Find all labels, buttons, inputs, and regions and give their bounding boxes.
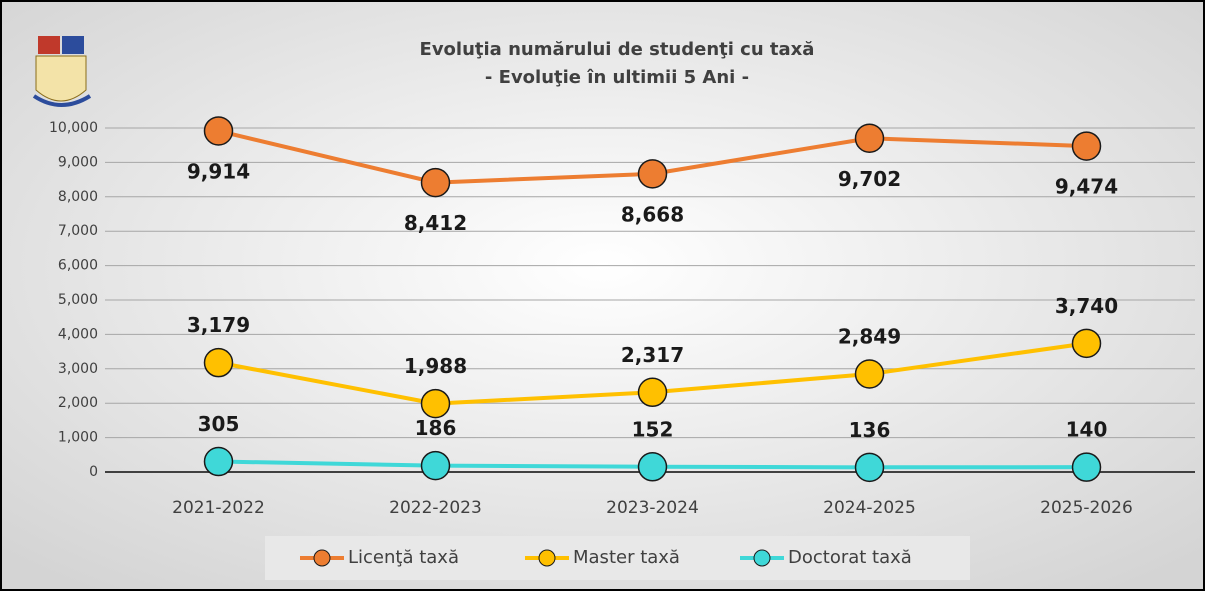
y-tick-label: 3,000 (58, 361, 98, 377)
data-label: 1,988 (404, 354, 467, 378)
x-tick-label: 2021-2022 (172, 498, 265, 518)
data-point (203, 347, 234, 378)
data-label: 305 (198, 412, 240, 436)
data-label: 9,474 (1055, 175, 1118, 199)
legend-label: Licenţă taxă (348, 547, 459, 568)
data-label: 2,849 (838, 324, 901, 348)
legend-marker (313, 549, 331, 567)
data-point (1071, 328, 1102, 359)
data-label: 9,914 (187, 159, 250, 183)
data-point (1071, 452, 1102, 482)
legend-marker (753, 549, 771, 567)
y-tick-label: 6,000 (58, 258, 98, 274)
data-point (1071, 131, 1102, 161)
legend-label: Master taxă (573, 547, 680, 568)
y-tick-label: 10,000 (49, 120, 98, 136)
legend-marker (538, 549, 556, 567)
y-tick-label: 2,000 (58, 395, 98, 411)
logo (32, 36, 92, 107)
data-label: 140 (1066, 418, 1108, 442)
data-label: 2,317 (621, 343, 684, 367)
y-tick-label: 5,000 (58, 292, 98, 308)
legend-box (265, 536, 970, 580)
data-point (420, 450, 451, 481)
x-tick-label: 2025-2026 (1040, 498, 1133, 518)
data-point (854, 452, 885, 483)
data-point (637, 377, 668, 408)
y-tick-label: 0 (89, 464, 98, 480)
data-point (420, 388, 451, 419)
data-point (854, 123, 885, 154)
chart-title: Evoluţia numărului de studenţi cu taxă (420, 39, 815, 60)
data-point (637, 159, 668, 189)
data-label: 152 (632, 417, 674, 441)
data-label: 8,668 (621, 202, 684, 226)
data-point (854, 359, 885, 389)
data-label: 9,702 (838, 167, 901, 191)
data-point (203, 116, 234, 146)
data-point (637, 452, 668, 482)
y-tick-label: 7,000 (58, 223, 98, 239)
data-point (203, 446, 234, 477)
data-label: 136 (849, 418, 891, 442)
legend-label: Doctorat taxă (788, 547, 912, 568)
y-tick-label: 4,000 (58, 326, 98, 342)
y-tick-label: 1,000 (58, 430, 98, 446)
data-label: 8,412 (404, 211, 467, 235)
data-label: 3,740 (1055, 294, 1118, 318)
x-tick-label: 2022-2023 (389, 498, 482, 518)
chart-subtitle: - Evoluţie în ultimii 5 Ani - (485, 67, 749, 88)
x-tick-label: 2023-2024 (606, 498, 699, 518)
data-point (420, 167, 451, 198)
data-label: 186 (415, 416, 457, 440)
y-tick-label: 8,000 (58, 189, 98, 205)
y-tick-label: 9,000 (58, 154, 98, 170)
x-tick-label: 2024-2025 (823, 498, 916, 518)
data-label: 3,179 (187, 313, 250, 337)
